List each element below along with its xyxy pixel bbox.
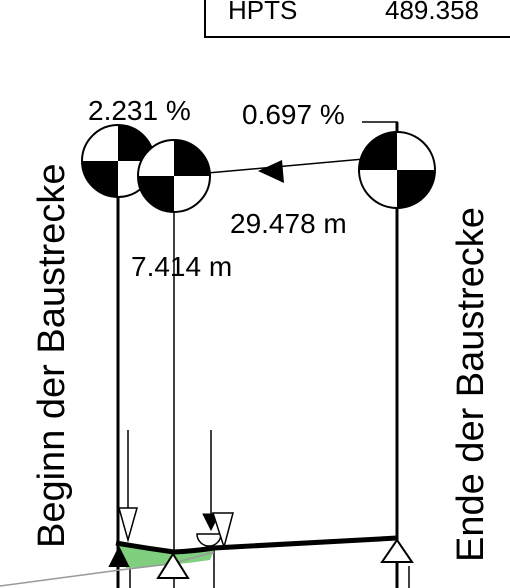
distance-short: 7.414 m: [131, 251, 232, 282]
profile-line: [115, 535, 398, 555]
survey-target-icon: [137, 139, 211, 213]
gradient-left: 2.231 %: [88, 95, 191, 126]
vertical-lines: [116, 122, 410, 588]
header-box: HPTS 489.358: [204, 0, 510, 38]
ground-line: [0, 551, 215, 587]
label-end-construction: Ende der Baustrecke: [450, 207, 492, 562]
down-arrow-icon: [211, 512, 234, 550]
marker-icon: [196, 533, 222, 547]
cut-fill-area: [118, 544, 214, 568]
direction-arrow-icon: [258, 160, 284, 183]
header-right-text: 489.358: [385, 0, 479, 25]
label-begin-construction: Beginn der Baustrecke: [31, 164, 73, 548]
support-triangle-icon: [108, 538, 414, 579]
survey-target-icon: [358, 131, 436, 209]
down-arrow-icon: [118, 507, 138, 543]
survey-target-icon: [81, 124, 155, 198]
distance-long: 29.478 m: [230, 208, 347, 239]
gradient-right: 0.697 %: [242, 99, 345, 130]
header-left-text: HPTS: [228, 0, 297, 25]
